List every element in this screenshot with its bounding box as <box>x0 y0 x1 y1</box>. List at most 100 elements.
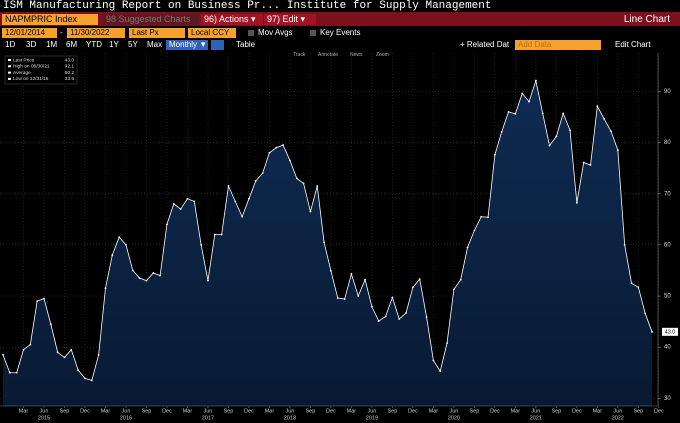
point <box>282 144 284 146</box>
field-select[interactable]: Last Px <box>129 28 185 38</box>
suggested-charts[interactable]: 98 Suggested Charts <box>103 14 199 25</box>
y-tick-label: 50 <box>664 294 671 300</box>
point <box>186 197 189 200</box>
add-data[interactable]: Add Data <box>515 40 601 50</box>
x-tick-label: Mar <box>347 408 357 414</box>
point <box>118 236 121 239</box>
point <box>425 316 428 318</box>
point <box>207 279 209 282</box>
legend-swatch <box>8 65 11 68</box>
point <box>575 201 578 204</box>
point <box>2 353 4 356</box>
point <box>534 79 537 82</box>
checkbox[interactable] <box>310 30 316 36</box>
point <box>644 312 647 315</box>
point <box>480 215 483 218</box>
tool-button[interactable]: Zoom <box>376 52 389 58</box>
chart-kind: Line Chart <box>623 14 670 25</box>
x-tick-label: Jun <box>367 408 376 414</box>
table-button[interactable]: Table <box>236 40 256 49</box>
actions-menu[interactable]: 96) Actions ▾ <box>201 14 263 25</box>
checkbox[interactable] <box>248 30 254 36</box>
range-button[interactable]: 1D <box>5 40 16 49</box>
range-button[interactable]: 5Y <box>128 40 138 49</box>
point <box>521 92 524 95</box>
range-button[interactable]: YTD <box>86 40 102 49</box>
y-tick-label: 60 <box>664 242 671 248</box>
point <box>213 233 216 236</box>
mov-avgs[interactable]: Mov Avgs <box>258 28 293 37</box>
last-price-label: 43.0 <box>665 329 676 335</box>
x-tick-label: Mar <box>511 408 521 414</box>
legend-label: Low on 12/31/15 <box>13 76 49 82</box>
point <box>616 149 619 152</box>
x-tick-label: Jun <box>613 408 622 414</box>
legend-label: High on 06/30/21 <box>13 64 50 70</box>
x-tick-label: Dec <box>408 408 418 414</box>
y-tick-label: 90 <box>664 89 671 95</box>
x-tick-label: Mar <box>265 408 275 414</box>
period-select[interactable]: Monthly ▼ <box>166 40 208 50</box>
point <box>90 379 93 382</box>
legend-label: Average <box>13 70 31 76</box>
point <box>555 135 558 138</box>
edit-chart[interactable]: Edit Chart <box>615 40 651 49</box>
chart-icon[interactable] <box>211 40 224 50</box>
x-tick-label: Sep <box>60 408 70 414</box>
point <box>275 146 278 149</box>
point <box>179 208 182 210</box>
legend-swatch <box>8 71 11 74</box>
legend-box <box>4 55 78 85</box>
point <box>104 287 107 290</box>
x-tick-label: Jun <box>122 408 131 414</box>
point <box>582 161 585 164</box>
x-tick-label: Mar <box>101 408 111 414</box>
x-year-label: 2018 <box>284 415 296 421</box>
point <box>138 277 141 280</box>
point <box>452 288 455 291</box>
window-title: ISM Manufacturing Report on Business Pr.… <box>3 0 492 12</box>
key-events[interactable]: Key Events <box>320 28 361 37</box>
x-year-label: 2021 <box>530 415 542 421</box>
point <box>36 300 39 303</box>
related-data[interactable]: + Related Dat <box>460 40 510 49</box>
point <box>391 296 394 299</box>
point <box>254 179 257 182</box>
tool-button[interactable]: Annotate <box>318 52 339 58</box>
range-button[interactable]: 1M <box>46 40 58 49</box>
x-tick-label: Dec <box>572 408 582 414</box>
point <box>528 100 530 103</box>
x-year-label: 2016 <box>120 415 132 421</box>
tool-button[interactable]: Track <box>293 52 306 58</box>
security-field[interactable]: NAPMPRIC Index <box>2 14 98 25</box>
point <box>364 278 366 281</box>
range-button[interactable]: 1Y <box>109 40 119 49</box>
y-tick-label: 70 <box>664 191 671 197</box>
x-year-label: 2017 <box>202 415 214 421</box>
tool-button[interactable]: News <box>350 52 363 58</box>
x-tick-label: Sep <box>633 408 643 414</box>
range-button[interactable]: 6M <box>66 40 78 49</box>
point <box>234 200 237 203</box>
point <box>371 305 373 308</box>
x-year-label: 2019 <box>366 415 378 421</box>
range-button[interactable]: Max <box>147 40 163 49</box>
point <box>131 269 134 272</box>
point <box>43 297 45 300</box>
edit-menu[interactable]: 97) Edit ▾ <box>264 14 316 25</box>
point <box>350 273 353 275</box>
x-tick-label: Dec <box>80 408 90 414</box>
end-date[interactable]: 11/30/2022 <box>67 28 125 38</box>
point <box>459 278 462 281</box>
x-tick-label: Dec <box>654 408 664 414</box>
currency-select[interactable]: Local CCY <box>188 28 236 38</box>
x-year-label: 2022 <box>612 415 624 421</box>
point <box>630 282 633 285</box>
point <box>596 105 599 108</box>
point <box>29 343 32 346</box>
start-date[interactable]: 12/01/2014 <box>2 28 57 38</box>
point <box>377 320 380 322</box>
range-button[interactable]: 3D <box>26 40 37 49</box>
x-tick-label: Mar <box>429 408 439 414</box>
